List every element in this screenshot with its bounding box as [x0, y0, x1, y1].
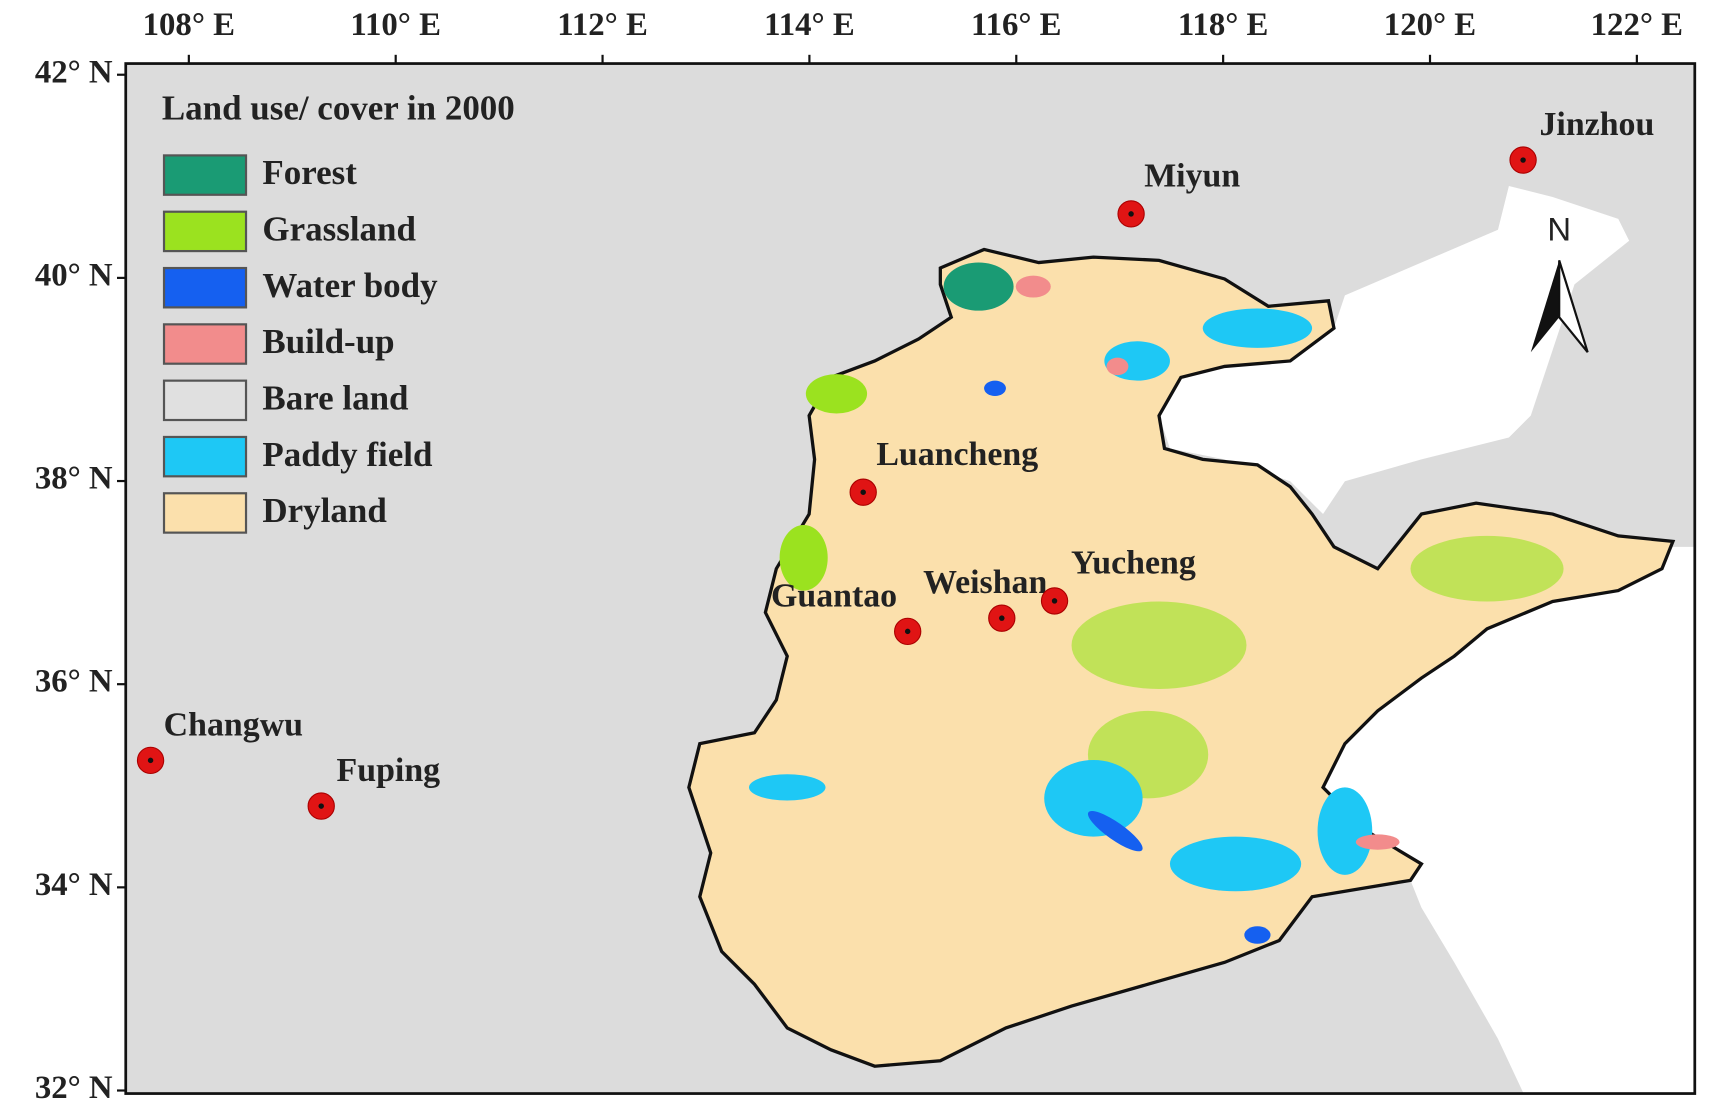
north-label: N: [1547, 211, 1571, 248]
site-label: Weishan: [923, 564, 1047, 601]
grassland-patch: [779, 524, 828, 591]
water-patch: [1244, 926, 1271, 944]
site-label: Changwu: [164, 706, 303, 743]
site-dot: [860, 489, 866, 495]
buildup-patch: [1106, 357, 1129, 376]
paddy-patch: [748, 774, 826, 801]
grassland-patch: [805, 374, 868, 414]
map-layers: [687, 186, 1695, 1094]
legend-label: Grassland: [262, 210, 416, 249]
legend-swatch: [162, 435, 248, 478]
y-tick-label: 38° N: [35, 461, 113, 497]
legend-label: Forest: [262, 153, 357, 192]
legend-label: Build-up: [262, 322, 394, 361]
legend-label: Bare land: [262, 378, 409, 417]
paddy-patch: [1202, 308, 1313, 348]
legend-swatch: [162, 379, 248, 422]
x-tick-label: 112° E: [557, 7, 648, 43]
x-tick-label: 108° E: [143, 7, 235, 43]
water-patch: [984, 380, 1006, 396]
legend-label: Dryland: [262, 491, 387, 530]
y-tick-label: 40° N: [35, 257, 113, 293]
x-tick-label: 110° E: [350, 7, 441, 43]
north-arrow-right: [1558, 260, 1589, 353]
site-label: Luancheng: [876, 436, 1038, 473]
y-tick-label: 34° N: [35, 867, 113, 903]
x-tick-label: 114° E: [764, 7, 855, 43]
y-tick-label: 36° N: [35, 664, 113, 700]
sea: [1159, 186, 1630, 515]
legend-label: Water body: [262, 266, 438, 305]
paddy-patch: [1317, 787, 1373, 875]
site-dot: [1051, 598, 1058, 604]
buildup-patch: [1015, 275, 1051, 298]
x-tick-label: 122° E: [1591, 7, 1683, 43]
legend-swatch: [162, 210, 248, 253]
x-tick-label: 116° E: [971, 7, 1062, 43]
y-tick-label: 32° N: [35, 1070, 113, 1106]
site-label: Miyun: [1144, 158, 1240, 195]
paddy-patch: [1044, 760, 1143, 837]
water-patch: [1087, 810, 1143, 852]
map-frame: [124, 62, 1697, 1095]
site-label: Guantao: [771, 577, 897, 614]
site-dot: [999, 615, 1005, 621]
legend-swatch: [162, 266, 248, 309]
site-dot: [1128, 211, 1134, 217]
site-dot: [1520, 157, 1526, 163]
paddy-patch: [1169, 836, 1302, 892]
site-label: Fuping: [337, 752, 441, 789]
grassland-patch: [1410, 535, 1564, 602]
site-dot: [318, 803, 324, 809]
grassland-patch: [1071, 601, 1247, 689]
site-dot: [904, 628, 911, 635]
forest-patch: [943, 262, 1014, 311]
site-label: Jinzhou: [1539, 106, 1654, 143]
x-tick-label: 118° E: [1178, 7, 1269, 43]
buildup-patch: [1355, 834, 1400, 850]
legend-swatch: [162, 492, 248, 534]
x-tick-label: 120° E: [1384, 7, 1476, 43]
legend-swatch: [162, 323, 248, 365]
site-dot: [147, 757, 154, 764]
site-label: Yucheng: [1071, 545, 1196, 582]
legend-label: Paddy field: [262, 435, 433, 474]
legend-swatch: [162, 154, 248, 196]
y-tick-label: 42° N: [35, 54, 113, 90]
overlay: 108° E 110° E 112° E 114° E 116° E 118° E 120°…: [35, 7, 1683, 1106]
legend-title: Land use/ cover in 2000: [162, 89, 515, 128]
